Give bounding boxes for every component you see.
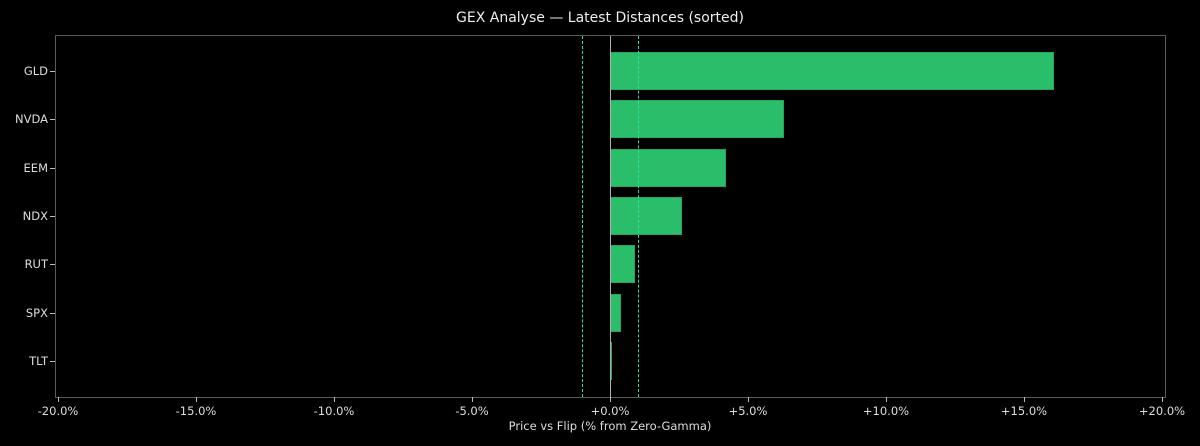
x-tick-label: +20.0%	[1138, 404, 1186, 418]
zero-line	[610, 36, 611, 397]
x-tick-label: +10.0%	[862, 404, 910, 418]
bar-ndx	[610, 196, 682, 235]
bar-gld	[610, 52, 1055, 90]
bar-eem	[610, 148, 726, 187]
y-tick-mark	[50, 119, 55, 120]
x-tick-mark	[334, 397, 335, 402]
bar-spx	[610, 293, 622, 332]
bar-nvda	[610, 100, 784, 139]
x-tick-label: +0.0%	[590, 404, 630, 418]
x-tick-label: -5.0%	[455, 404, 489, 418]
bar-rut	[610, 245, 635, 284]
x-tick-mark	[1162, 397, 1163, 402]
threshold-line	[638, 36, 639, 397]
y-tick-label: EEM	[23, 160, 48, 175]
y-tick-mark	[50, 71, 55, 72]
threshold-line	[582, 36, 583, 397]
y-tick-label: NDX	[22, 208, 48, 223]
x-tick-mark	[196, 397, 197, 402]
x-tick-label: +5.0%	[728, 404, 768, 418]
y-tick-mark	[50, 313, 55, 314]
x-tick-mark	[610, 397, 611, 402]
x-tick-label: -20.0%	[37, 404, 79, 418]
x-tick-mark	[886, 397, 887, 402]
y-tick-mark	[50, 216, 55, 217]
y-tick-mark	[50, 168, 55, 169]
y-tick-label: GLD	[23, 64, 48, 78]
x-tick-mark	[1024, 397, 1025, 402]
y-tick-mark	[50, 264, 55, 265]
y-tick-mark	[50, 361, 55, 362]
x-tick-label: +15.0%	[1000, 404, 1048, 418]
x-axis-title: Price vs Flip (% from Zero-Gamma)	[508, 419, 712, 433]
y-tick-label: RUT	[24, 257, 48, 272]
y-tick-label: SPX	[25, 305, 48, 320]
x-tick-label: -15.0%	[175, 404, 217, 418]
x-tick-label: -10.0%	[313, 404, 355, 418]
chart-title: GEX Analyse — Latest Distances (sorted)	[456, 10, 744, 26]
x-tick-mark	[748, 397, 749, 402]
y-tick-label: NVDA	[15, 112, 48, 127]
x-tick-mark	[472, 397, 473, 402]
y-tick-label: TLT	[29, 353, 48, 368]
x-tick-mark	[58, 397, 59, 402]
